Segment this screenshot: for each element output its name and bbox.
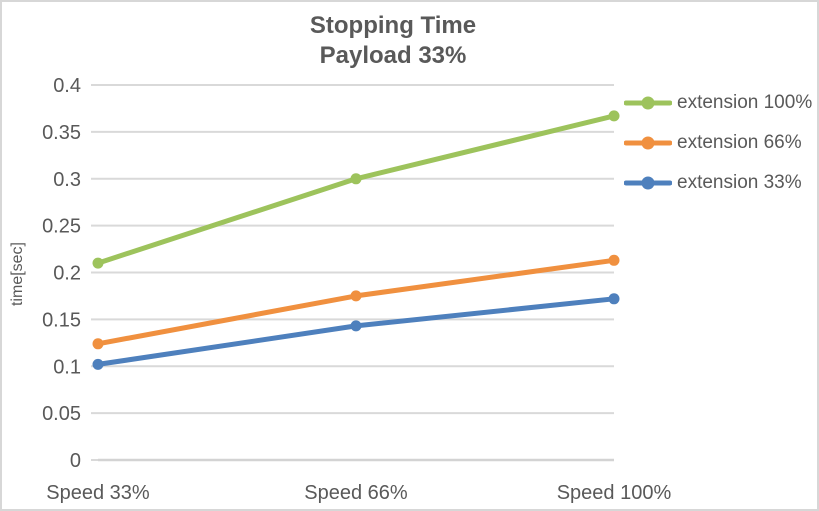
- chart-title: Stopping Time Payload 33%: [2, 11, 784, 71]
- x-category-label-speed-66: Speed 66%: [304, 482, 408, 504]
- y-tick-label: 0.15: [42, 309, 81, 331]
- y-tick-label: 0.4: [53, 75, 81, 97]
- y-tick-label: 0.3: [53, 169, 81, 191]
- x-category-label-speed-100: Speed 100%: [557, 482, 672, 504]
- series-line-extension-100: [95, 113, 617, 266]
- y-tick-label: 0.05: [42, 403, 81, 425]
- y-tick-label: 0.1: [53, 356, 81, 378]
- data-point-extension-33-speed-100: [608, 293, 620, 305]
- y-tick-label: 0.2: [53, 263, 81, 285]
- legend-item-extension-66: extension 66%: [624, 123, 812, 163]
- data-point-extension-100-speed-66: [350, 173, 362, 185]
- y-tick-label: 0.35: [42, 122, 81, 144]
- data-point-extension-100-speed-33: [92, 257, 104, 269]
- x-category-label-speed-33: Speed 33%: [46, 482, 150, 504]
- data-point-extension-33-speed-33: [92, 358, 104, 370]
- data-point-extension-66-speed-33: [92, 338, 104, 350]
- data-point-extension-100-speed-100: [608, 110, 620, 122]
- y-tick-label: 0: [70, 450, 81, 472]
- legend-label: extension 66%: [677, 132, 802, 153]
- y-axis-title: time[sec]: [9, 241, 26, 307]
- legend-marker-icon: [624, 96, 672, 110]
- legend-item-extension-33: extension 33%: [624, 163, 812, 203]
- y-tick-label: 0.25: [42, 216, 81, 238]
- legend-marker-icon: [624, 136, 672, 150]
- legend-label: extension 100%: [677, 92, 813, 113]
- chart-title-line2: Payload 33%: [319, 42, 467, 69]
- legend-label: extension 33%: [677, 172, 802, 193]
- data-point-extension-66-speed-100: [608, 254, 620, 266]
- chart-title-line1: Stopping Time: [309, 12, 477, 39]
- data-point-extension-66-speed-66: [350, 290, 362, 302]
- legend-marker-icon: [624, 176, 672, 190]
- legend-item-extension-100: extension 100%: [624, 83, 812, 123]
- legend: extension 100% extension 66% extension 3…: [624, 83, 812, 203]
- data-point-extension-33-speed-66: [350, 320, 362, 332]
